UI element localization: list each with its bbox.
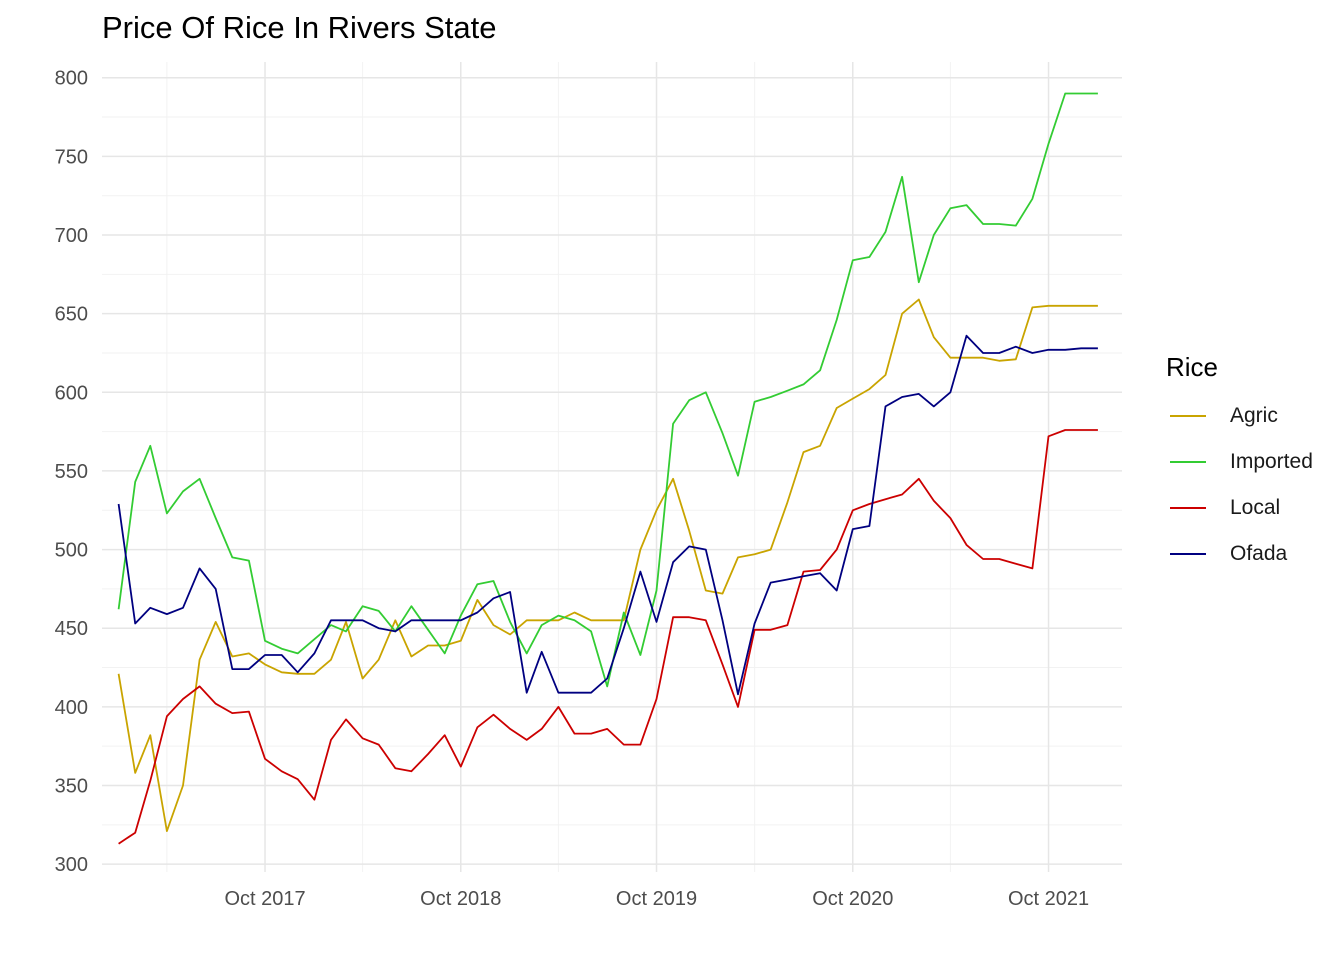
legend-title: Rice (1166, 352, 1219, 382)
legend-item-imported: Imported (1166, 439, 1313, 485)
series-line-ofada (117, 334, 1098, 696)
x-tick-label: Oct 2017 (224, 888, 305, 910)
legend-label: Ofada (1230, 542, 1288, 565)
y-tick-label: 400 (55, 697, 88, 719)
y-tick-label: 750 (55, 146, 88, 168)
legend-item-local: Local (1166, 485, 1313, 531)
legend-key (1170, 507, 1206, 509)
y-tick-label: 350 (55, 775, 88, 797)
y-tick-label: 700 (55, 225, 88, 247)
chart-title: Price Of Rice In Rivers State (102, 10, 497, 45)
legend-label: Local (1230, 496, 1281, 519)
y-tick-label: 600 (55, 382, 88, 404)
series-line-local (118, 429, 1098, 845)
x-tick-label: Oct 2018 (420, 888, 501, 910)
legend-label: Agric (1230, 404, 1278, 427)
x-tick-label: Oct 2020 (812, 888, 893, 910)
x-tick-label: Oct 2021 (1008, 888, 1089, 910)
y-tick-label: 500 (55, 540, 88, 562)
series-line-imported (117, 92, 1098, 688)
series-line-agric (117, 298, 1098, 832)
legend-items: Agric Imported Local Ofada (1166, 393, 1313, 577)
y-tick-label: 450 (55, 618, 88, 640)
x-tick-label: Oct 2019 (616, 888, 697, 910)
legend-label: Imported (1230, 450, 1313, 473)
legend-key (1170, 553, 1206, 555)
legend-key (1170, 461, 1206, 463)
legend: Rice Agric Imported Local Ofada (1166, 352, 1313, 577)
y-tick-label: 550 (55, 461, 88, 483)
legend-item-agric: Agric (1166, 393, 1313, 439)
y-tick-label: 650 (55, 304, 88, 326)
y-tick-label: 800 (55, 68, 88, 90)
legend-key (1170, 415, 1206, 417)
legend-item-ofada: Ofada (1166, 531, 1313, 577)
y-tick-label: 300 (55, 854, 88, 876)
